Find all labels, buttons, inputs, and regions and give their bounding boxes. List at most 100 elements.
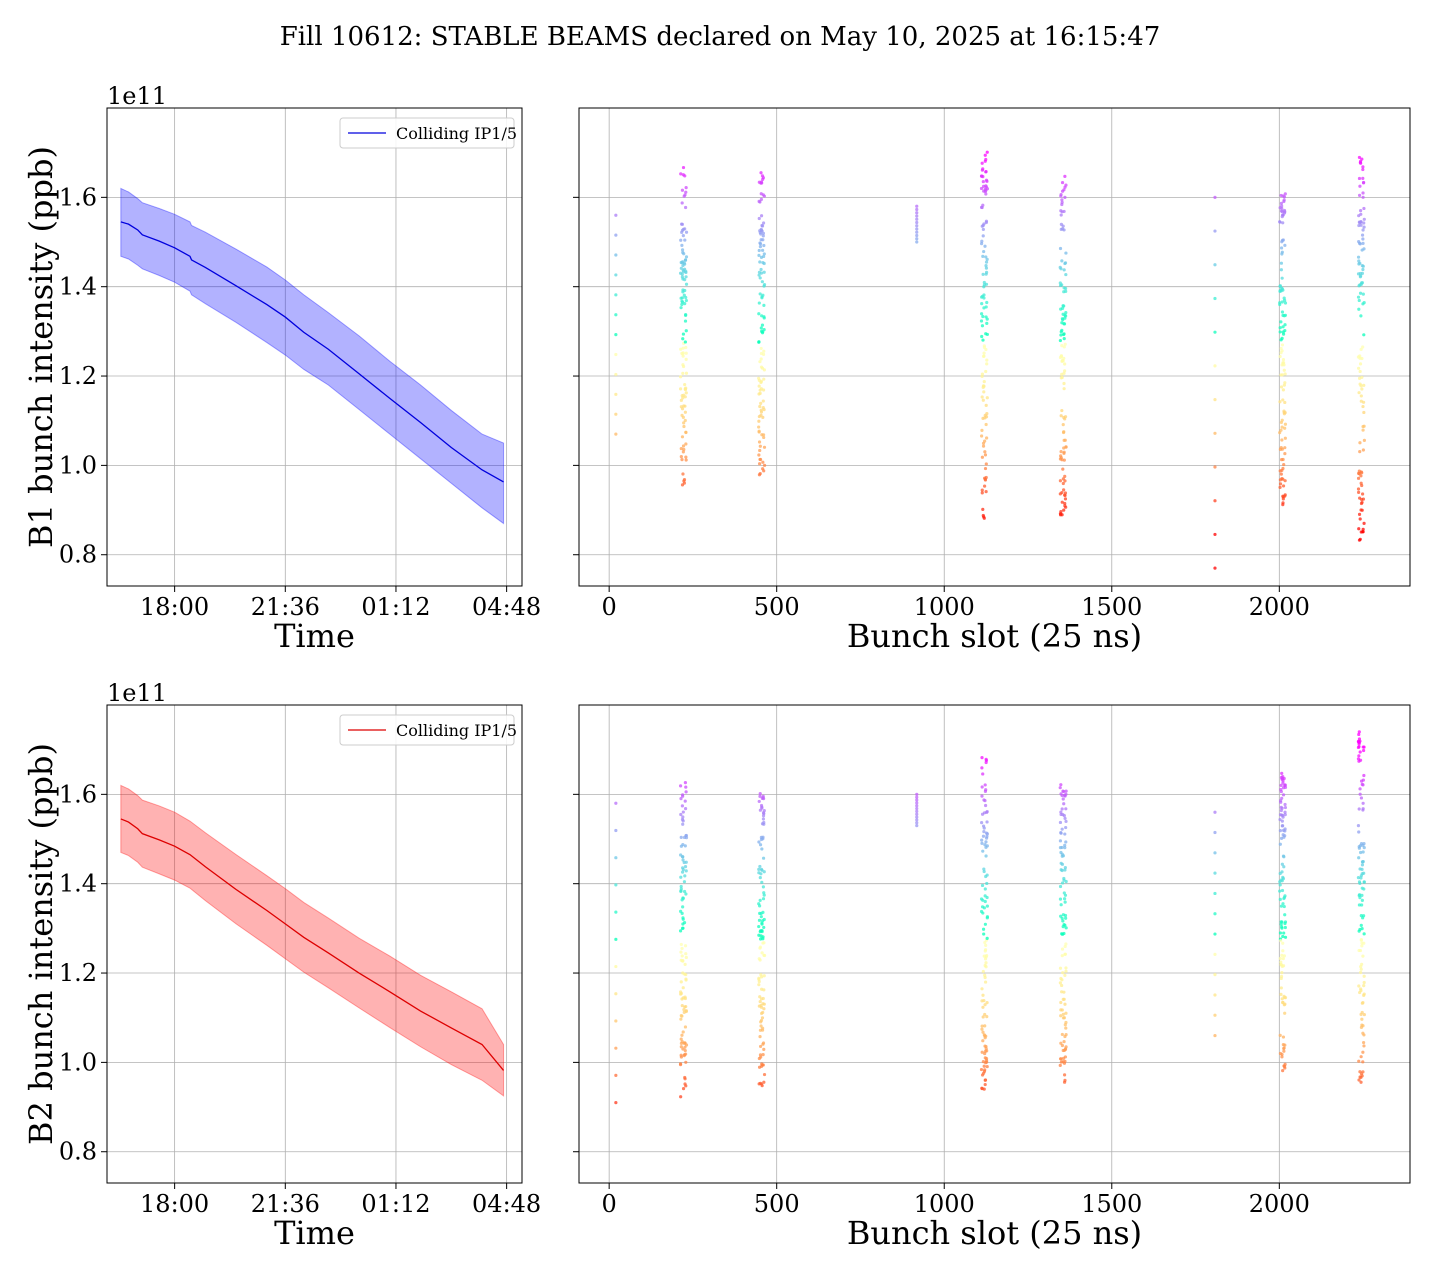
bunch-point xyxy=(614,937,618,941)
bunch-point xyxy=(757,983,761,987)
bunch-point xyxy=(1058,846,1063,850)
bunch-point xyxy=(1280,870,1284,874)
bunch-point xyxy=(1063,1002,1067,1006)
bunch-point xyxy=(1359,394,1363,398)
bunch-point xyxy=(985,916,989,920)
bunch-point xyxy=(1278,482,1283,486)
bunch-point xyxy=(1064,251,1068,255)
bunch-point xyxy=(1064,966,1068,970)
bunch-point xyxy=(762,1072,767,1077)
bunch-point xyxy=(1058,355,1063,360)
bunch-point xyxy=(981,993,985,997)
bunch-point xyxy=(757,392,761,396)
bunch-point xyxy=(1281,956,1285,961)
bunch-point xyxy=(1060,1008,1064,1012)
bunch-point xyxy=(1283,301,1288,305)
bunch-point xyxy=(1278,469,1282,473)
bunch-point xyxy=(1064,916,1068,920)
bunch-point xyxy=(1280,252,1284,256)
bunch-point xyxy=(757,462,762,466)
bunch-point xyxy=(1064,1026,1068,1030)
bunch-point xyxy=(1361,1031,1365,1035)
bunch-point xyxy=(758,260,762,264)
bunch-point xyxy=(760,323,765,327)
panel-b1-time: 18:00 21:36 01:12 04:48 0.8 1.0 1.2 1.4 1.6 Time B… xyxy=(22,82,541,655)
bunch-point xyxy=(1280,862,1284,866)
bunch-point xyxy=(684,978,688,982)
bunch-point xyxy=(1360,387,1364,391)
bunch-point xyxy=(757,840,761,844)
bunch-point xyxy=(1281,213,1285,217)
bunch-point xyxy=(681,288,685,292)
bunch-point xyxy=(983,1012,987,1017)
bunch-point xyxy=(684,298,688,303)
bunch-point xyxy=(1281,325,1285,329)
bunch-point xyxy=(982,484,987,488)
bunch-point xyxy=(759,934,763,938)
bunch-point xyxy=(1280,1055,1284,1059)
bunch-point xyxy=(1062,188,1066,192)
bunch-point xyxy=(983,450,987,454)
bunch-point xyxy=(682,252,686,256)
bunch-point xyxy=(1279,385,1284,389)
bunch-point xyxy=(759,267,763,272)
bunch-point xyxy=(684,371,689,375)
y-tick-label: 1.4 xyxy=(59,870,97,898)
bunch-point xyxy=(915,824,919,828)
bunch-point xyxy=(614,432,618,436)
bunch-point xyxy=(683,382,687,387)
bunch-point xyxy=(1213,1033,1217,1038)
bunch-point xyxy=(757,918,762,922)
y-tick-label: 1.0 xyxy=(59,1048,97,1076)
bunch-point xyxy=(915,798,919,802)
bunch-point xyxy=(681,234,685,238)
x-tick-label: 18:00 xyxy=(140,593,209,621)
bunch-point xyxy=(1061,430,1066,435)
bunch-point xyxy=(761,817,765,821)
bunch-point xyxy=(981,1039,985,1043)
bunch-point xyxy=(983,453,988,457)
bunch-point xyxy=(1361,808,1365,812)
bunch-point xyxy=(1213,810,1217,814)
bunch-point xyxy=(983,1056,987,1060)
bunch-point xyxy=(1281,332,1286,336)
bunch-point xyxy=(1060,854,1064,858)
bunch-point xyxy=(982,867,986,871)
bunch-point xyxy=(760,314,764,318)
bunch-point xyxy=(683,799,687,803)
bunch-point xyxy=(760,280,764,284)
bunch-point xyxy=(1283,323,1287,327)
bunch-point xyxy=(1280,997,1284,1001)
bunch-point xyxy=(681,337,685,341)
bunch-point xyxy=(679,950,683,954)
bunch-point xyxy=(1283,913,1287,917)
bunch-point xyxy=(1280,418,1284,422)
bunch-point xyxy=(1283,243,1287,247)
bunch-point xyxy=(757,453,761,457)
bunch-point xyxy=(915,233,919,238)
bunch-point xyxy=(681,810,685,814)
bunch-train-918 xyxy=(915,792,919,828)
bunch-point xyxy=(760,928,764,933)
bunch-point xyxy=(1356,745,1361,750)
bunch-point xyxy=(981,167,985,171)
bunch-point xyxy=(681,1030,685,1034)
bunch-point xyxy=(1060,807,1064,811)
spread-band xyxy=(120,187,505,525)
bunch-point xyxy=(1062,1080,1067,1084)
bunch-point xyxy=(1362,301,1366,305)
bunch-point xyxy=(1279,268,1283,272)
bunch-point xyxy=(759,837,764,842)
bunch-point xyxy=(1063,923,1067,927)
bunch-point xyxy=(761,293,765,297)
bunch-point xyxy=(757,425,761,429)
bunch-point xyxy=(915,821,919,825)
bunch-point xyxy=(1061,1048,1065,1053)
bunch-point xyxy=(1060,180,1065,185)
bunch-point xyxy=(760,331,765,335)
bunch-point xyxy=(757,340,761,344)
bunch-point xyxy=(981,507,985,511)
bunch-point xyxy=(985,150,989,154)
bunch-point xyxy=(1358,161,1362,165)
bunch-point xyxy=(981,227,985,232)
